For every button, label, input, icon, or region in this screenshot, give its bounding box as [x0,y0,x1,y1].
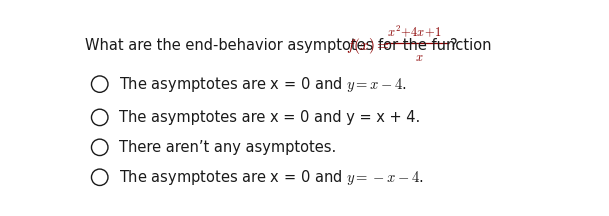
Text: The asymptotes are x = 0 and y = x + 4.: The asymptotes are x = 0 and y = x + 4. [119,110,420,125]
Text: $x^2\!+\!4x\!+\!1$: $x^2\!+\!4x\!+\!1$ [387,24,442,40]
Text: $f(x) =$: $f(x) =$ [346,36,390,56]
Text: The asymptotes are x = 0 and $y = x - 4$.: The asymptotes are x = 0 and $y = x - 4$… [119,75,407,94]
Text: $x$: $x$ [415,51,424,64]
Text: ?: ? [451,38,458,53]
Text: What are the end-behavior asymptotes for the function: What are the end-behavior asymptotes for… [85,38,491,53]
Text: The asymptotes are x = 0 and $y = -x - 4$.: The asymptotes are x = 0 and $y = -x - 4… [119,168,423,187]
Text: There aren’t any asymptotes.: There aren’t any asymptotes. [119,140,336,155]
